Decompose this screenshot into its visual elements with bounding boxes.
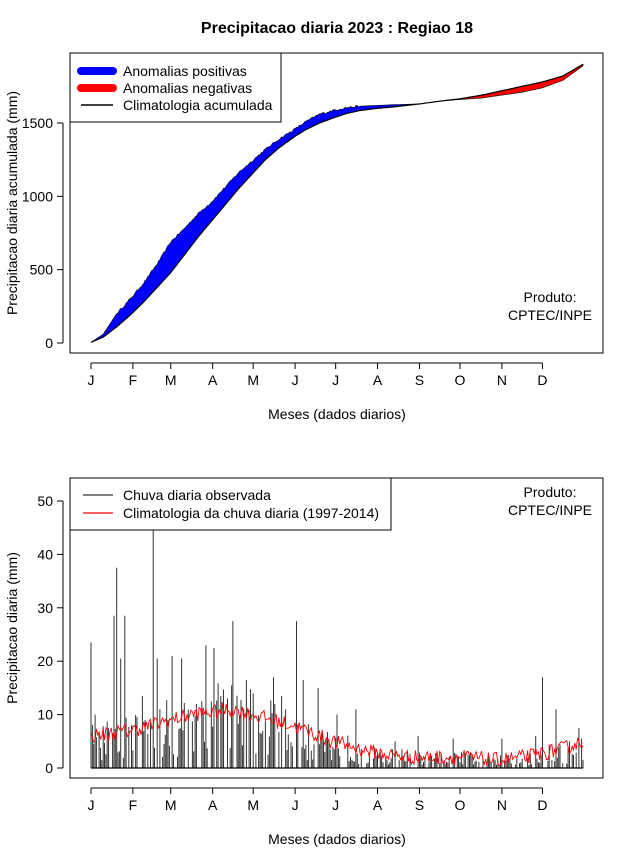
panel1-x-tick-label: J: [332, 372, 339, 388]
panel2-x-tick-label: A: [208, 797, 218, 813]
panel1-x-tick-label: M: [165, 372, 177, 388]
panel1-y-tick-label: 0: [45, 335, 53, 351]
panel2-y-tick-label: 0: [45, 760, 53, 776]
panel2-x-tick-label: M: [165, 797, 177, 813]
climatology-daily-line: [90, 703, 584, 768]
panel1-x-tick-label: A: [208, 372, 218, 388]
panel1-y-tick-label: 500: [30, 262, 54, 278]
panel1-x-tick-label: N: [497, 372, 507, 388]
panel1-x-tick-label: A: [373, 372, 383, 388]
panel2-y-tick-label: 30: [37, 600, 53, 616]
panel2-y-tick-label: 50: [37, 493, 53, 509]
chart-title: Precipitacao diaria 2023 : Regiao 18: [201, 20, 473, 37]
climatology-cumulative-line: [90, 63, 584, 343]
panel1-x-tick-label: J: [292, 372, 299, 388]
legend-climatology-daily-label: Climatologia da chuva diaria (1997-2014): [123, 505, 379, 521]
panel2-x-tick-label: O: [455, 797, 466, 813]
legend-positive-label: Anomalias positivas: [123, 63, 247, 79]
panel2-annotation-line2: CPTEC/INPE: [508, 502, 592, 518]
panel2-x-tick-label: M: [247, 797, 259, 813]
legend-observed-label: Chuva diaria observada: [123, 487, 271, 503]
panel1-y-axis-label: Precipitacao diaria acumulada (mm): [4, 91, 20, 315]
panel1-x-tick-label: S: [415, 372, 424, 388]
panel2-y-tick-label: 20: [37, 653, 53, 669]
panel2-y-tick-label: 40: [37, 546, 53, 562]
panel1-annotation-line1: Produto:: [524, 289, 577, 305]
panel1-y-tick-label: 1000: [22, 188, 53, 204]
positive-anomaly-band: [90, 100, 442, 343]
panel1-box: [69, 52, 604, 354]
panel1-y-tick-label: 1500: [22, 115, 53, 131]
panel2-x-tick-label: F: [129, 797, 138, 813]
panel1-x-axis-label: Meses (dados diarios): [268, 406, 406, 422]
panel2-legend-box: [69, 477, 392, 531]
panel2-y-tick-label: 10: [37, 707, 53, 723]
panel1-x-tick-label: J: [88, 372, 95, 388]
panel2-x-tick-label: A: [373, 797, 383, 813]
panel2-x-tick-label: N: [497, 797, 507, 813]
panel2-annotation-line1: Produto:: [524, 484, 577, 500]
panel2-x-tick-label: J: [332, 797, 339, 813]
panel1-x-tick-label: M: [247, 372, 259, 388]
panel2-x-axis-label: Meses (dados diarios): [268, 831, 406, 847]
panel2-x-tick-label: J: [88, 797, 95, 813]
legend-climatology-label: Climatologia acumulada: [123, 97, 273, 113]
panel1-x-tick-label: F: [129, 372, 138, 388]
legend-negative-label: Anomalias negativas: [123, 80, 252, 96]
negative-anomaly-band: [442, 63, 584, 102]
panel2-y-axis-label: Precipitacao diaria (mm): [4, 552, 20, 704]
panel1-x-tick-label: D: [537, 372, 547, 388]
panel2-x-tick-label: S: [415, 797, 424, 813]
panel2-x-tick-label: D: [537, 797, 547, 813]
panel2-x-tick-label: J: [292, 797, 299, 813]
panel1-x-tick-label: O: [455, 372, 466, 388]
panel1-annotation-line2: CPTEC/INPE: [508, 307, 592, 323]
